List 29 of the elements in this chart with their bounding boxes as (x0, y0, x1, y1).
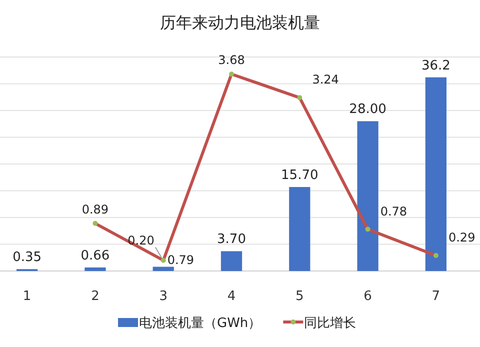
bar (289, 187, 310, 271)
x-tick-label: 4 (227, 289, 236, 304)
data-label: 3.70 (217, 232, 246, 248)
data-label: 0.89 (82, 202, 109, 216)
bar (425, 77, 446, 271)
data-label: 28.00 (349, 102, 386, 118)
data-label: 0.20 (128, 233, 154, 248)
x-tick-label: 3 (159, 289, 168, 304)
data-label: 0.29 (448, 230, 476, 244)
data-label: 0.78 (380, 204, 408, 218)
bar (84, 267, 106, 271)
x-tick-label: 6 (364, 289, 372, 304)
bar (357, 121, 378, 271)
x-tick-label: 1 (22, 289, 32, 304)
data-label: 3.68 (218, 53, 245, 68)
bar (220, 251, 242, 271)
bar (152, 266, 174, 271)
data-label: 0.79 (167, 252, 194, 267)
data-label: 0.35 (12, 250, 42, 266)
data-label: 36.2 (421, 58, 450, 74)
chart-title: 历年来动力电池装机量 (160, 13, 320, 32)
x-tick-label: 5 (296, 289, 304, 304)
data-label: 15.70 (281, 168, 318, 184)
legend-label: 同比增长 (304, 316, 356, 331)
x-tick-label: 2 (91, 289, 100, 304)
x-tick-label: 7 (432, 289, 440, 304)
legend-label: 电池装机量（GWh） (139, 316, 262, 331)
data-label: 3.24 (312, 72, 339, 87)
data-label: 0.66 (80, 248, 110, 264)
